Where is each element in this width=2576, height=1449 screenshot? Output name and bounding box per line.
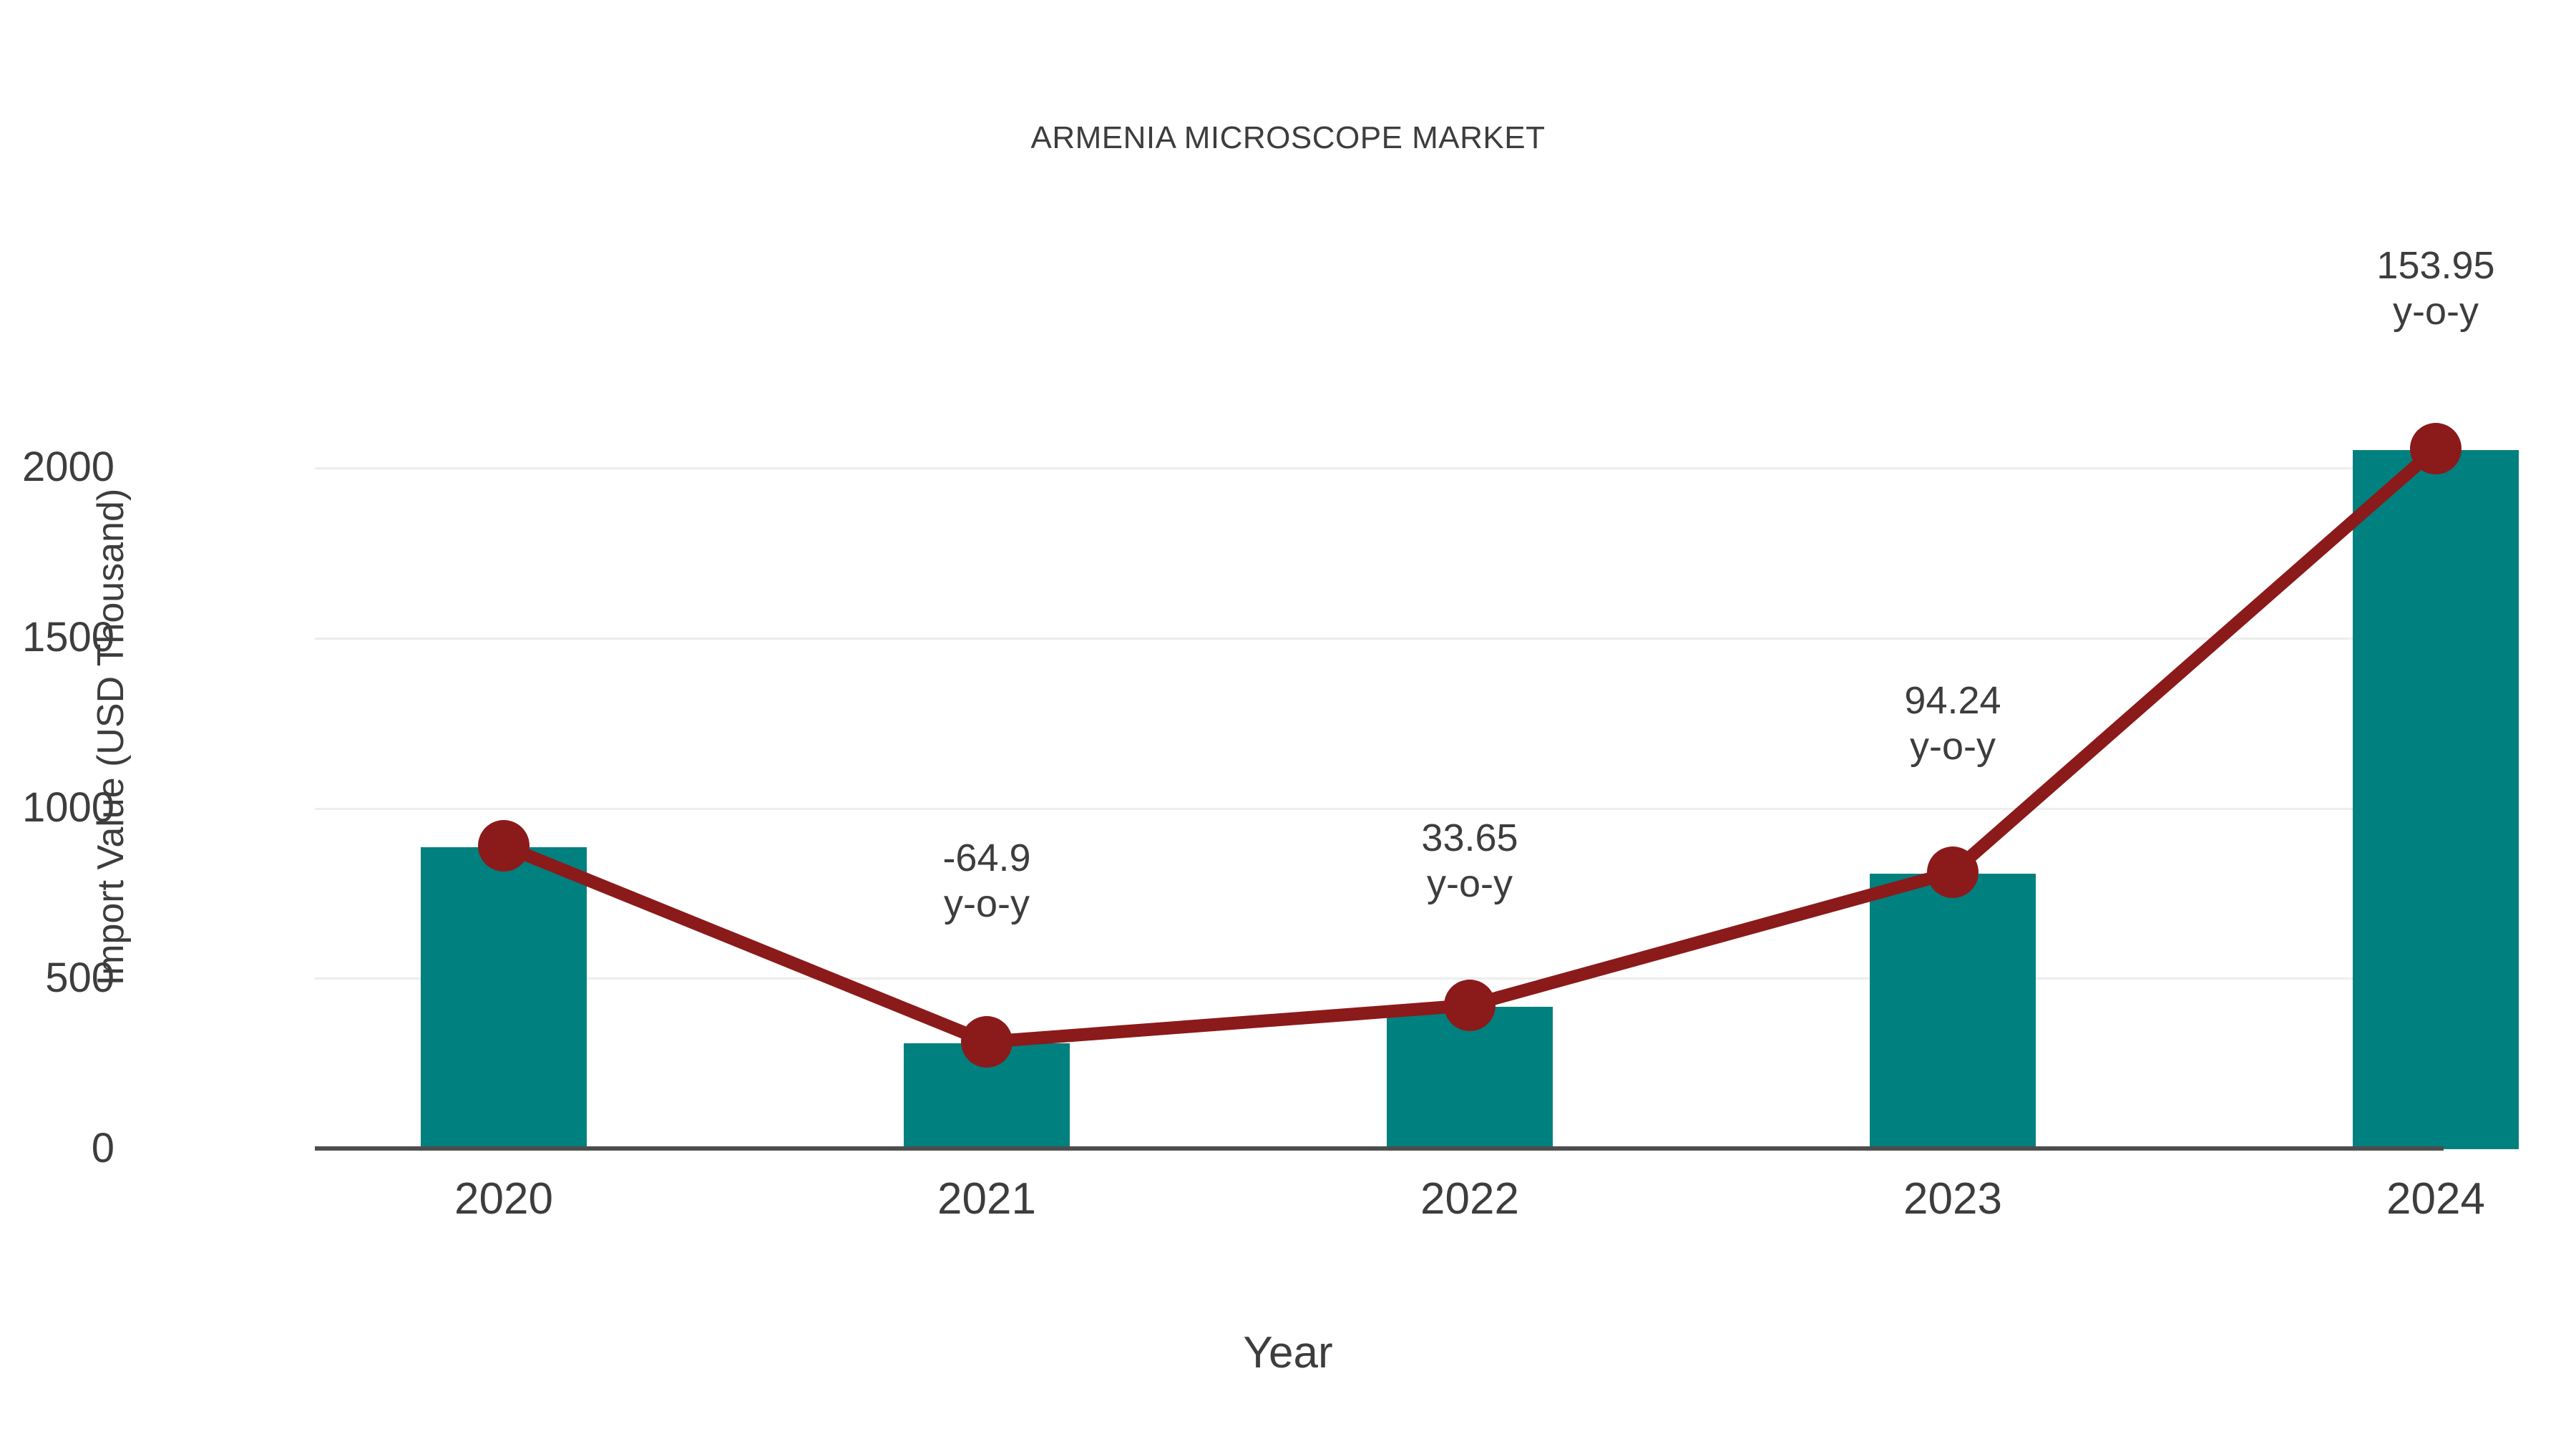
yoy-label-2024: 153.95 y-o-y (2264, 243, 2576, 334)
yoy-label-2022-value: 33.65 (1421, 816, 1518, 859)
yoy-label-2022: 33.65 y-o-y (1298, 816, 1641, 907)
bar-2023[interactable] (1870, 874, 2036, 1149)
yoy-label-2024-unit: y-o-y (2393, 289, 2479, 333)
bar-2020[interactable] (421, 847, 587, 1149)
yoy-label-2023-value: 94.24 (1904, 679, 2001, 722)
yoy-label-2021: -64.9 y-o-y (815, 836, 1158, 927)
yoy-label-2021-value: -64.9 (942, 836, 1031, 879)
gridline-1500 (315, 638, 2440, 640)
y-tick-0: 0 (91, 1125, 114, 1171)
yoy-label-2023: 94.24 y-o-y (1781, 678, 2124, 769)
chart-title: ARMENIA MICROSCOPE MARKET (1030, 120, 1546, 155)
x-tick-2022: 2022 (1420, 1174, 1519, 1224)
yoy-label-2023-unit: y-o-y (1910, 724, 1996, 768)
y-tick-1000: 1000 (21, 784, 114, 831)
y-tick-1500: 1500 (21, 614, 114, 660)
bar-2021[interactable] (904, 1043, 1070, 1149)
x-tick-2023: 2023 (1903, 1174, 2002, 1224)
x-axis-line (315, 1146, 2444, 1151)
gridline-1000 (315, 808, 2440, 810)
bar-2022[interactable] (1387, 1007, 1553, 1149)
x-tick-2024: 2024 (2386, 1174, 2485, 1224)
gridline-500 (315, 977, 2440, 980)
y-tick-500: 500 (45, 955, 114, 1001)
yoy-label-2021-unit: y-o-y (944, 882, 1030, 925)
bar-2024[interactable] (2353, 450, 2519, 1149)
x-axis-title: Year (1243, 1328, 1333, 1377)
yoy-label-2024-value: 153.95 (2376, 244, 2495, 287)
x-tick-2021: 2021 (937, 1174, 1036, 1224)
x-tick-2020: 2020 (454, 1174, 553, 1224)
gridline-2000 (315, 467, 2440, 469)
yoy-label-2022-unit: y-o-y (1427, 862, 1513, 905)
y-tick-2000: 2000 (21, 444, 114, 490)
